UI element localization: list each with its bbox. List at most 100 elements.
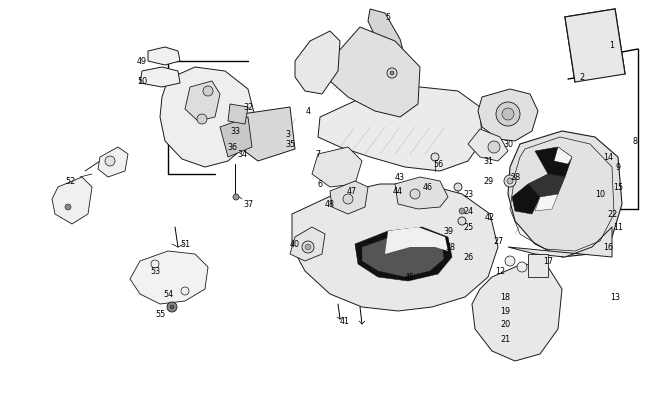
Text: 4: 4 bbox=[306, 107, 311, 116]
Text: 14: 14 bbox=[603, 153, 613, 162]
Text: 13: 13 bbox=[610, 293, 620, 302]
Polygon shape bbox=[330, 28, 420, 118]
Text: 12: 12 bbox=[495, 267, 505, 276]
Polygon shape bbox=[565, 10, 625, 83]
Polygon shape bbox=[535, 148, 572, 177]
Text: 31: 31 bbox=[483, 157, 493, 166]
Polygon shape bbox=[535, 194, 558, 211]
Text: 45: 45 bbox=[405, 273, 415, 282]
Polygon shape bbox=[512, 185, 540, 215]
Text: 49: 49 bbox=[137, 58, 147, 66]
Circle shape bbox=[459, 209, 465, 215]
Text: 36: 36 bbox=[227, 143, 237, 152]
Circle shape bbox=[390, 72, 394, 76]
Circle shape bbox=[233, 194, 239, 200]
Polygon shape bbox=[528, 254, 548, 277]
Circle shape bbox=[502, 109, 514, 121]
Text: 10: 10 bbox=[595, 190, 605, 199]
Polygon shape bbox=[98, 148, 128, 177]
Text: 9: 9 bbox=[616, 163, 621, 172]
Text: 22: 22 bbox=[607, 210, 617, 219]
Circle shape bbox=[458, 217, 466, 226]
Text: 26: 26 bbox=[463, 253, 473, 262]
Text: 40: 40 bbox=[290, 240, 300, 249]
Polygon shape bbox=[140, 68, 180, 88]
Polygon shape bbox=[185, 82, 220, 122]
Text: 41: 41 bbox=[340, 317, 350, 326]
Polygon shape bbox=[130, 252, 208, 304]
Text: 43: 43 bbox=[395, 173, 405, 182]
Polygon shape bbox=[355, 228, 452, 281]
Text: 39: 39 bbox=[443, 227, 453, 236]
Text: 21: 21 bbox=[500, 335, 510, 344]
Circle shape bbox=[507, 179, 513, 185]
Circle shape bbox=[105, 157, 115, 166]
Text: 5: 5 bbox=[385, 13, 391, 22]
Polygon shape bbox=[148, 48, 180, 66]
Text: 51: 51 bbox=[180, 240, 190, 249]
Polygon shape bbox=[528, 175, 565, 198]
Polygon shape bbox=[220, 118, 252, 158]
Circle shape bbox=[181, 287, 189, 295]
Text: 28: 28 bbox=[510, 173, 520, 182]
Text: 7: 7 bbox=[315, 150, 320, 159]
Polygon shape bbox=[52, 177, 92, 224]
Circle shape bbox=[65, 205, 71, 211]
Text: 52: 52 bbox=[65, 177, 75, 186]
Polygon shape bbox=[472, 264, 562, 361]
Circle shape bbox=[505, 256, 515, 266]
Polygon shape bbox=[292, 185, 498, 311]
Text: 34: 34 bbox=[237, 150, 247, 159]
Polygon shape bbox=[368, 10, 408, 80]
Text: 42: 42 bbox=[485, 213, 495, 222]
Text: 2: 2 bbox=[579, 73, 584, 82]
Circle shape bbox=[167, 302, 177, 312]
Circle shape bbox=[410, 190, 420, 200]
Text: 53: 53 bbox=[150, 267, 160, 276]
Text: 19: 19 bbox=[500, 307, 510, 316]
Text: 30: 30 bbox=[503, 140, 513, 149]
Text: 11: 11 bbox=[613, 223, 623, 232]
Text: 37: 37 bbox=[243, 200, 253, 209]
Text: 46: 46 bbox=[423, 183, 433, 192]
Circle shape bbox=[343, 194, 353, 205]
Text: 15: 15 bbox=[613, 183, 623, 192]
Text: 54: 54 bbox=[163, 290, 173, 299]
Text: 55: 55 bbox=[155, 310, 165, 319]
Polygon shape bbox=[312, 148, 362, 188]
Text: 50: 50 bbox=[137, 77, 147, 86]
Circle shape bbox=[151, 260, 159, 269]
Polygon shape bbox=[362, 234, 444, 277]
Circle shape bbox=[496, 103, 520, 127]
Circle shape bbox=[504, 175, 516, 188]
Circle shape bbox=[488, 142, 500, 153]
Circle shape bbox=[203, 87, 213, 97]
Text: 8: 8 bbox=[632, 137, 638, 146]
Polygon shape bbox=[295, 32, 340, 95]
Text: 18: 18 bbox=[500, 293, 510, 302]
Circle shape bbox=[305, 244, 311, 250]
Polygon shape bbox=[395, 177, 448, 209]
Circle shape bbox=[170, 305, 174, 309]
Text: 48: 48 bbox=[325, 200, 335, 209]
Text: 29: 29 bbox=[483, 177, 493, 186]
Text: 24: 24 bbox=[463, 207, 473, 216]
Text: 3: 3 bbox=[285, 130, 291, 139]
Polygon shape bbox=[508, 228, 612, 257]
Circle shape bbox=[197, 115, 207, 125]
Polygon shape bbox=[478, 90, 538, 142]
Text: 33: 33 bbox=[230, 127, 240, 136]
Polygon shape bbox=[228, 105, 248, 125]
Polygon shape bbox=[318, 88, 482, 172]
Text: 25: 25 bbox=[463, 223, 473, 232]
Polygon shape bbox=[235, 108, 295, 162]
Text: 47: 47 bbox=[347, 187, 357, 196]
Polygon shape bbox=[330, 181, 368, 215]
Polygon shape bbox=[508, 132, 622, 257]
Text: 16: 16 bbox=[603, 243, 613, 252]
Polygon shape bbox=[554, 148, 572, 164]
Text: 56: 56 bbox=[433, 160, 443, 169]
Polygon shape bbox=[290, 228, 325, 261]
Circle shape bbox=[431, 153, 439, 162]
Text: 1: 1 bbox=[610, 40, 614, 49]
